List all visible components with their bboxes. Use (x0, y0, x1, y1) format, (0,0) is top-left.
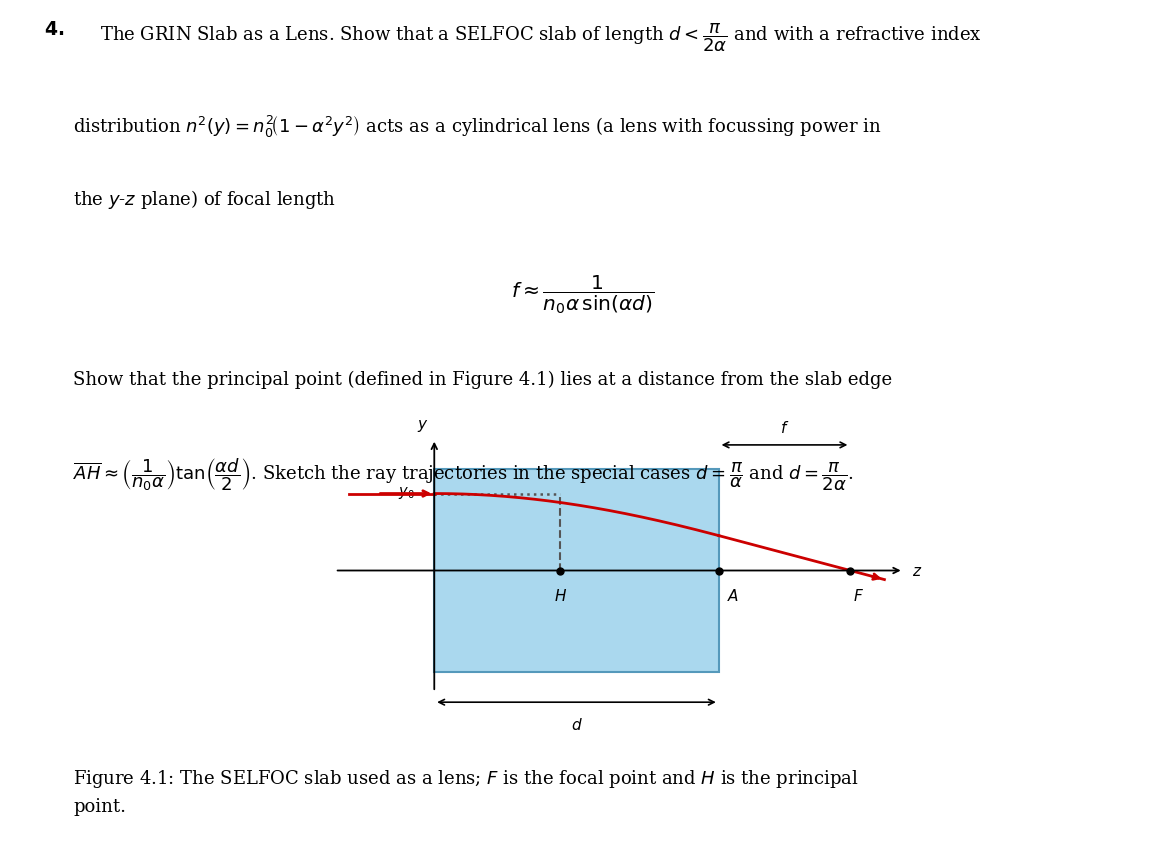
Bar (435, 469, 719, 672)
Text: distribution $n^2(y)= n_0^2\!\left(1-\alpha^2 y^2\right)$ acts as a cylindrical : distribution $n^2(y)= n_0^2\!\left(1-\al… (73, 112, 882, 139)
Text: $H$: $H$ (553, 587, 566, 603)
Text: Figure 4.1: The SELFOC slab used as a lens; $F$ is the focal point and $H$ is th: Figure 4.1: The SELFOC slab used as a le… (73, 767, 859, 789)
Text: $A$: $A$ (727, 587, 739, 603)
Text: Show that the principal point (defined in Figure 4.1) lies at a distance from th: Show that the principal point (defined i… (73, 370, 892, 389)
Text: $f \approx \dfrac{1}{n_0\alpha\,\sin(\alpha d)}$: $f \approx \dfrac{1}{n_0\alpha\,\sin(\al… (511, 273, 654, 316)
Text: $F$: $F$ (853, 587, 864, 603)
Text: $y_0$: $y_0$ (397, 484, 415, 500)
Text: point.: point. (73, 797, 126, 815)
Text: $\overline{AH} \approx \left(\dfrac{1}{n_0\alpha}\right)\tan\!\left(\dfrac{\alph: $\overline{AH} \approx \left(\dfrac{1}{n… (73, 456, 854, 492)
Text: the $y$-$z$ plane) of focal length: the $y$-$z$ plane) of focal length (73, 187, 337, 210)
Text: $d$: $d$ (571, 717, 582, 733)
Text: $z$: $z$ (912, 564, 923, 578)
Text: $\mathbf{4.}$: $\mathbf{4.}$ (44, 21, 64, 39)
Text: $f$: $f$ (779, 419, 789, 435)
Text: The GRIN Slab as a Lens. Show that a SELFOC slab of length $d < \dfrac{\pi}{2\al: The GRIN Slab as a Lens. Show that a SEL… (100, 21, 982, 54)
Text: $y$: $y$ (417, 417, 429, 434)
